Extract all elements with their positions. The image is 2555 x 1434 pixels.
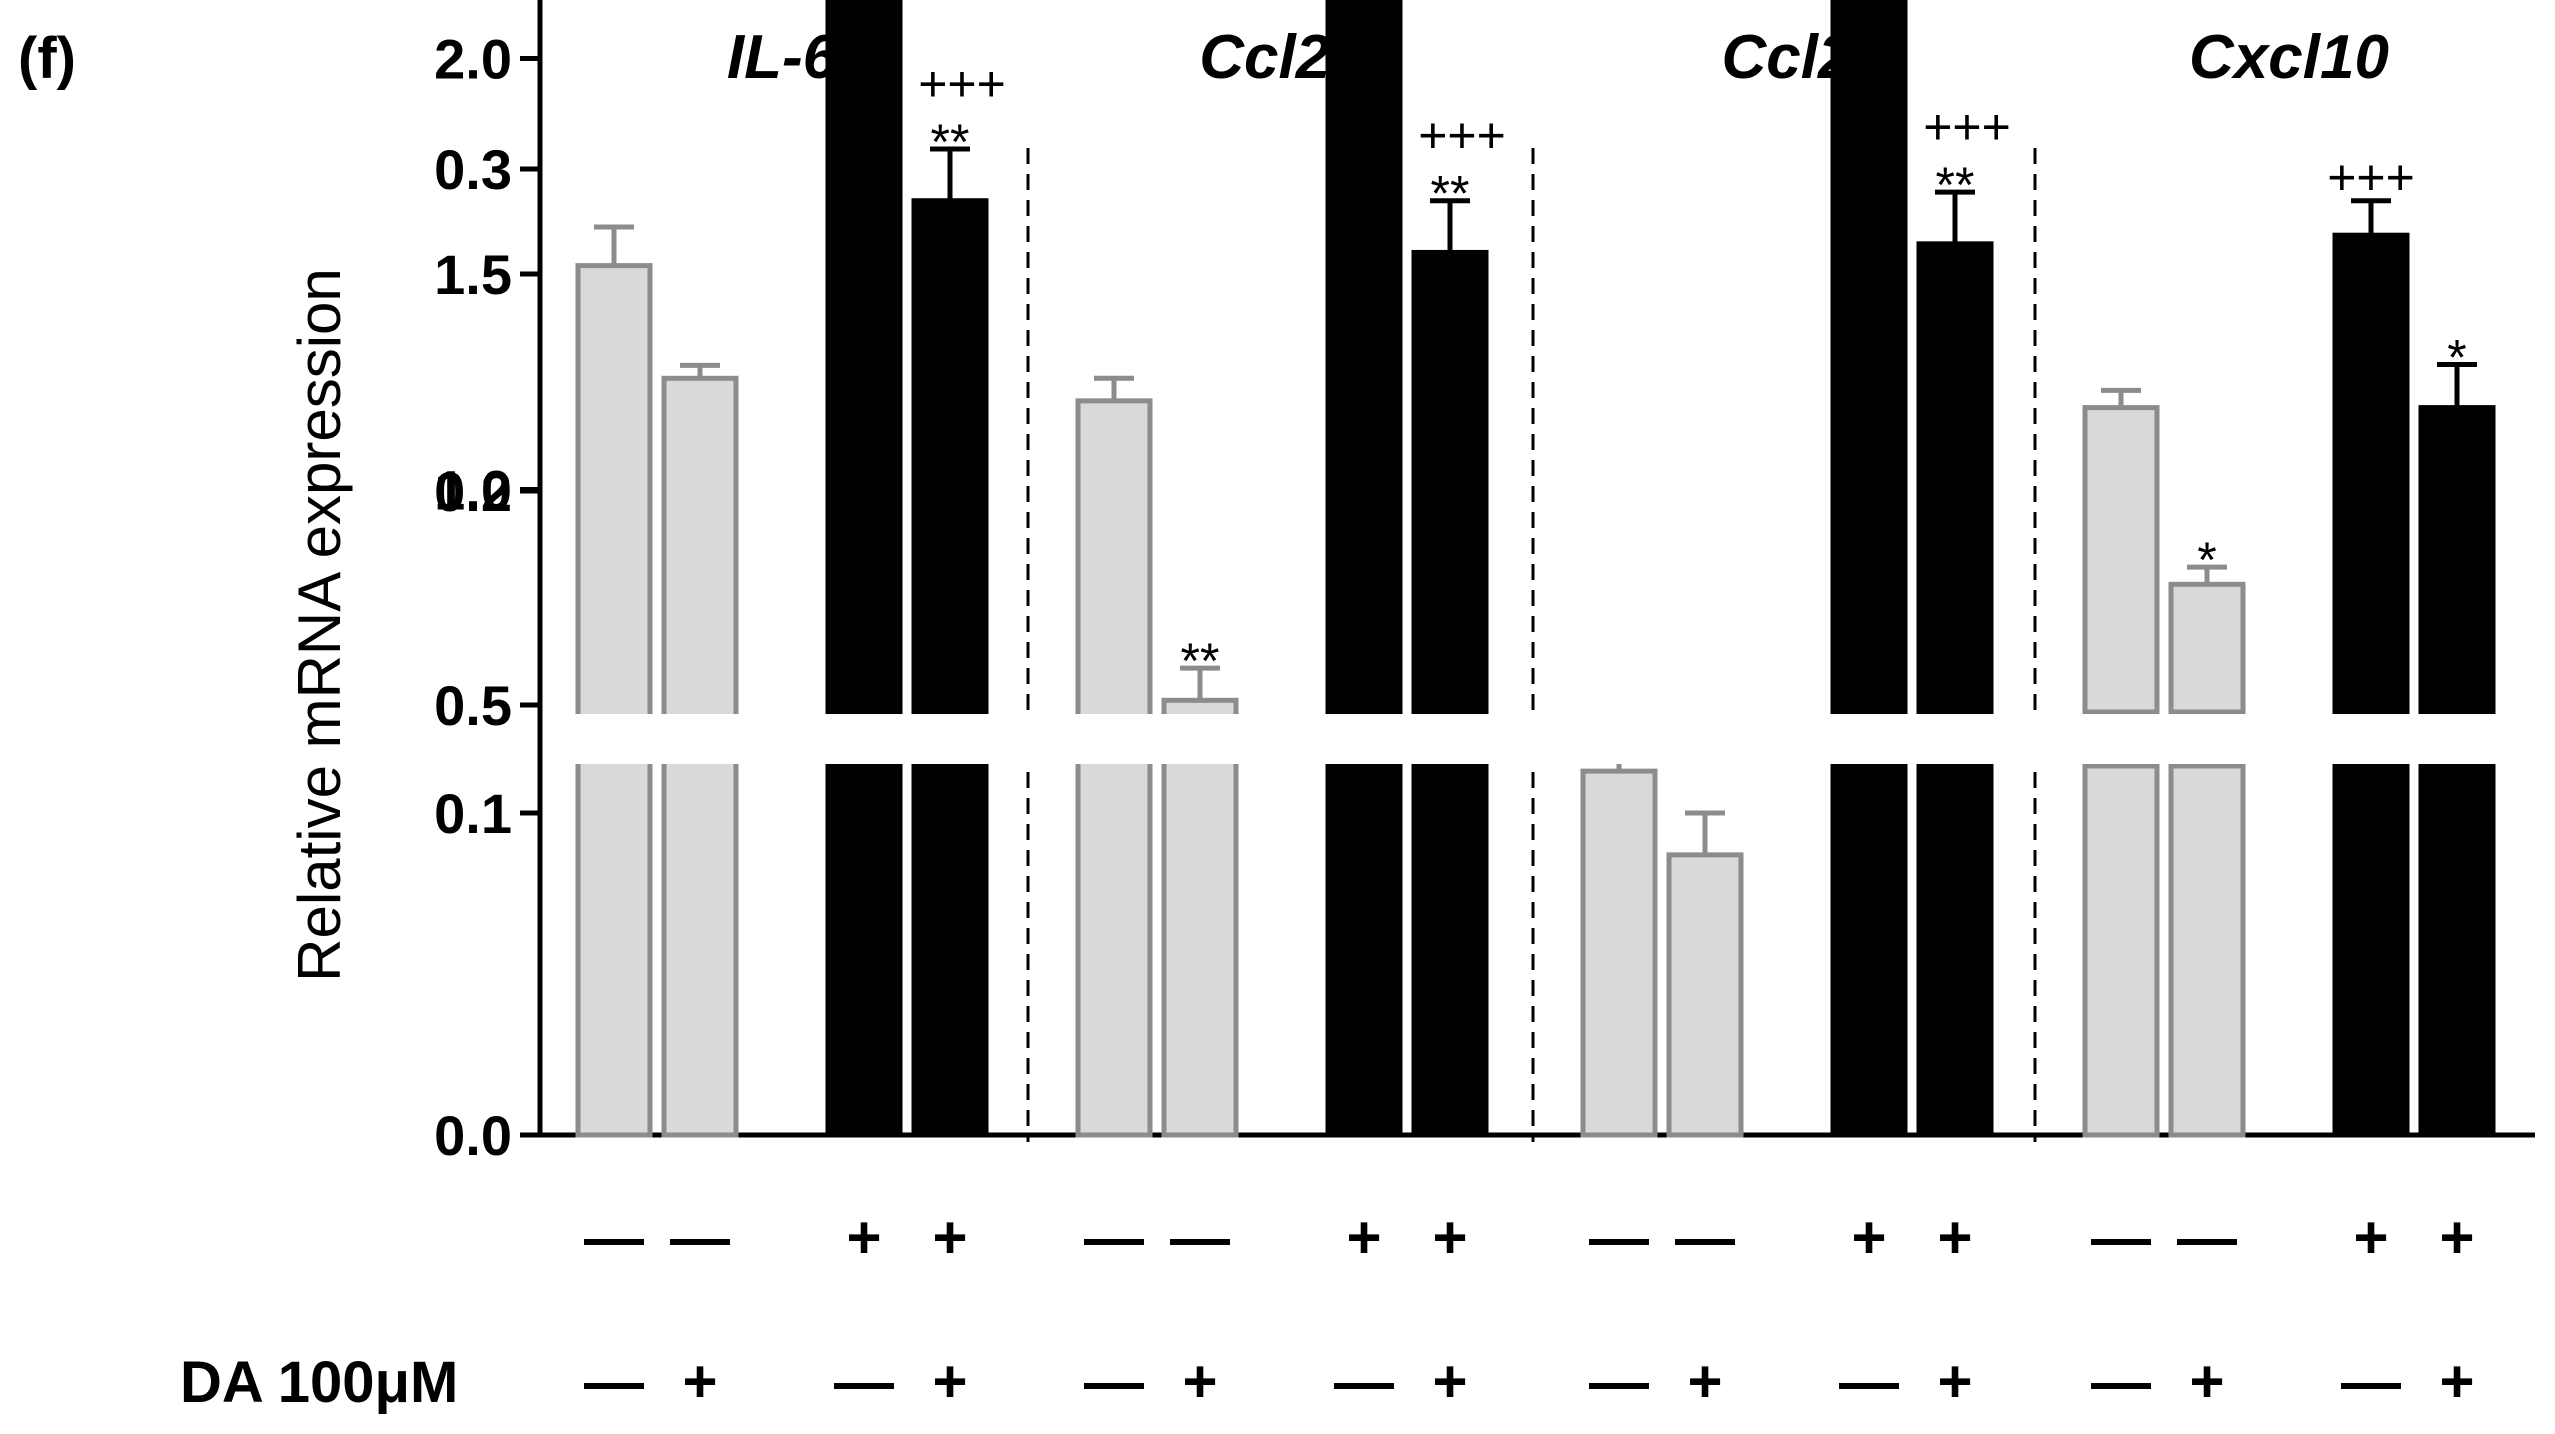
bar bbox=[1075, 398, 1153, 1138]
significance-label: * bbox=[2447, 330, 2466, 386]
y-tick-label: 0.1 bbox=[434, 782, 512, 845]
significance-label: +++ bbox=[918, 56, 1006, 112]
significance-label: ** bbox=[931, 114, 970, 170]
da-symbol: — bbox=[2091, 1348, 2151, 1415]
group-dividers bbox=[1026, 148, 2037, 1142]
treatment-symbol: — bbox=[670, 1204, 730, 1271]
da-symbol: — bbox=[834, 1348, 894, 1415]
da-symbol: — bbox=[1839, 1348, 1899, 1415]
treatment-symbol: + bbox=[932, 1204, 967, 1271]
bar bbox=[911, 198, 989, 715]
bar-lower-segment bbox=[1411, 763, 1489, 1138]
significance-label: +++ bbox=[2327, 150, 2415, 206]
bar bbox=[2418, 405, 2496, 715]
panel-label: (f) bbox=[18, 26, 76, 91]
treatment-symbol: — bbox=[1589, 1204, 1649, 1271]
significance-label: +++ bbox=[1418, 108, 1506, 164]
treatment-symbol: — bbox=[584, 1204, 644, 1271]
da-symbol: — bbox=[584, 1348, 644, 1415]
y-axis-title: Relative mRNA expression bbox=[286, 268, 353, 982]
bar bbox=[1411, 249, 1489, 715]
bar bbox=[2332, 232, 2410, 715]
bar-lower-segment bbox=[825, 763, 903, 1138]
bar bbox=[1830, 0, 1908, 715]
annotations: IL-6———+++++—**+++++Ccl20——**—+++++—**++… bbox=[584, 23, 2475, 1415]
y-tick-label: 0.0 bbox=[434, 1104, 512, 1167]
bar bbox=[2168, 581, 2246, 715]
da-symbol: — bbox=[1084, 1348, 1144, 1415]
treatment-symbol: + bbox=[2353, 1204, 2388, 1271]
gene-title: Ccl20 bbox=[1199, 23, 1364, 92]
significance-label: ** bbox=[1431, 166, 1470, 222]
gene-title: Ccl2 bbox=[1722, 23, 1853, 92]
gene-title: IL-6 bbox=[727, 23, 838, 92]
bars bbox=[543, 0, 2538, 1138]
treatment-symbol: + bbox=[1937, 1204, 1972, 1271]
gene-title: Cxcl10 bbox=[2189, 23, 2389, 92]
treatment-symbol: — bbox=[1170, 1204, 1230, 1271]
y-tick-label: 1.5 bbox=[434, 243, 512, 306]
significance-label: ** bbox=[1181, 633, 1220, 689]
bar bbox=[2082, 405, 2160, 715]
da-symbol: + bbox=[1937, 1348, 1972, 1415]
bar-lower-segment bbox=[1325, 763, 1403, 1138]
bar-lower-segment bbox=[1830, 763, 1908, 1138]
da-symbol: — bbox=[2341, 1348, 2401, 1415]
bar-lower-segment bbox=[2082, 763, 2160, 1138]
bar bbox=[1666, 852, 1744, 1138]
bar bbox=[575, 263, 653, 1138]
treatment-symbol: — bbox=[1675, 1204, 1735, 1271]
da-symbol: + bbox=[1687, 1348, 1722, 1415]
y-tick-label: 2.0 bbox=[434, 28, 512, 91]
treatment-symbol: — bbox=[2091, 1204, 2151, 1271]
treatment-symbol: + bbox=[846, 1204, 881, 1271]
significance-label: * bbox=[2197, 532, 2216, 588]
bar bbox=[1916, 241, 1994, 715]
axis-break-gap bbox=[543, 714, 2538, 764]
treatment-symbol: + bbox=[1346, 1204, 1381, 1271]
significance-label: ** bbox=[1936, 157, 1975, 213]
da-row-label: DA 100μM bbox=[180, 1350, 458, 1415]
treatment-symbol: + bbox=[2439, 1204, 2474, 1271]
bar-lower-segment bbox=[2168, 763, 2246, 1138]
da-symbol: + bbox=[2189, 1348, 2224, 1415]
treatment-symbol: + bbox=[1432, 1204, 1467, 1271]
treatment-symbol: — bbox=[2177, 1204, 2237, 1271]
da-symbol: — bbox=[1334, 1348, 1394, 1415]
bar bbox=[825, 0, 903, 715]
da-symbol: + bbox=[1182, 1348, 1217, 1415]
da-symbol: + bbox=[682, 1348, 717, 1415]
bar-lower-segment bbox=[1916, 763, 1994, 1138]
bar bbox=[1580, 768, 1658, 1138]
y-tick-label: 0.2 bbox=[434, 460, 512, 523]
bar bbox=[1325, 0, 1403, 715]
da-symbol: + bbox=[2439, 1348, 2474, 1415]
bar-lower-segment bbox=[2418, 763, 2496, 1138]
bar-lower-segment bbox=[911, 763, 989, 1138]
y-tick-label: 0.5 bbox=[434, 674, 512, 737]
bar bbox=[1161, 697, 1239, 1138]
bar-lower-segment bbox=[2332, 763, 2410, 1138]
treatment-symbol: + bbox=[1851, 1204, 1886, 1271]
da-symbol: + bbox=[1432, 1348, 1467, 1415]
y-tick-label: 0.3 bbox=[434, 138, 512, 201]
y-tick-label: 1.0 bbox=[434, 459, 512, 522]
y-axis: 0.00.10.20.30.51.01.52.02.53.0 bbox=[434, 0, 2535, 1167]
significance-label: +++ bbox=[1923, 99, 2011, 155]
da-symbol: — bbox=[1589, 1348, 1649, 1415]
treatment-symbol: — bbox=[1084, 1204, 1144, 1271]
da-symbol: + bbox=[932, 1348, 967, 1415]
